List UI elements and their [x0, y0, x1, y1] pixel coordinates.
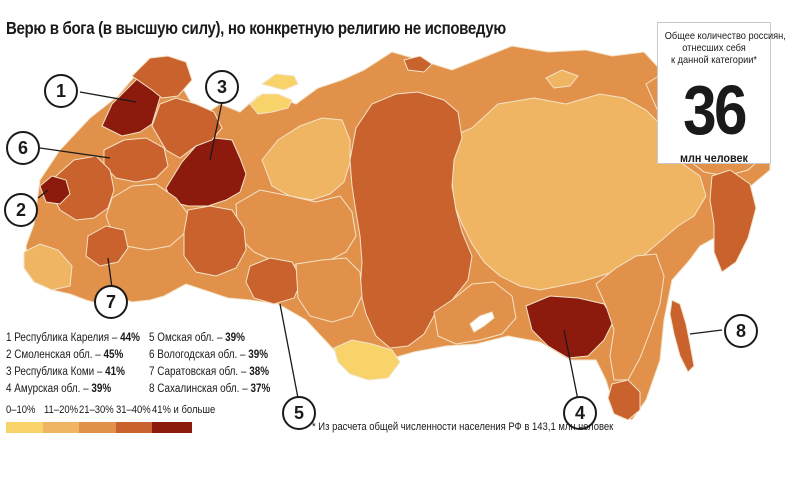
- footnote: * Из расчета общей численности населения…: [312, 421, 614, 433]
- marker-1: 1: [44, 74, 78, 108]
- region-south: [23, 243, 73, 291]
- scale-label-3: 21–30%: [79, 404, 114, 416]
- callout-unit: млн человек: [680, 151, 748, 165]
- region-central: [51, 155, 115, 221]
- scale-label-4: 31–40%: [116, 404, 151, 416]
- leader-line-8: [689, 329, 723, 335]
- callout-line-3: к данной категории*: [670, 54, 758, 66]
- region-urals: [183, 205, 247, 277]
- marker-5: 5: [282, 396, 316, 430]
- legend-item-4: 4 Амурская обл. – 39%: [6, 383, 112, 395]
- scale-swatch-2: [43, 422, 79, 433]
- marker-3: 3: [205, 70, 239, 104]
- marker-4: 4: [563, 396, 597, 430]
- region-khabarovsk: [595, 253, 665, 381]
- scale-swatch-4: [116, 422, 152, 433]
- marker-7: 7: [94, 285, 128, 319]
- leader-line-5: [279, 303, 299, 399]
- callout-line-2: отнесших себя: [682, 42, 746, 54]
- legend-item-1: 1 Республика Карелия – 44%: [6, 332, 140, 344]
- region-khmao: [235, 189, 357, 267]
- novaya-zemlya-north: [260, 73, 299, 91]
- scale-label-2: 11–20%: [44, 404, 79, 416]
- marker-8: 8: [724, 314, 758, 348]
- legend-item-7: 7 Саратовская обл. – 38%: [149, 366, 269, 378]
- leader-line-6: [39, 147, 111, 159]
- region-amur: [525, 295, 615, 359]
- leader-line-2: [37, 189, 49, 199]
- legend-item-2: 2 Смоленская обл. – 45%: [6, 349, 124, 361]
- marker-6: 6: [6, 131, 40, 165]
- region-altai: [333, 339, 401, 381]
- scale-swatch-5: [152, 422, 192, 433]
- lake-baikal: [469, 311, 495, 333]
- leader-line-3: [209, 101, 223, 161]
- severnaya-zemlya: [403, 55, 433, 73]
- leader-line-1: [79, 91, 137, 103]
- leader-line-4: [563, 329, 579, 401]
- region-primorye: [607, 379, 641, 421]
- leader-line-7: [107, 257, 113, 289]
- region-sakhalin: [669, 299, 695, 373]
- marker-2: 2: [4, 193, 38, 227]
- total-count-callout: Общее количество россиян, отнесших себя …: [657, 22, 786, 165]
- region-siberia-south: [295, 257, 363, 323]
- region-arkhangelsk: [151, 97, 223, 159]
- region-smolensk: [39, 175, 71, 205]
- callout-number: 36: [683, 71, 747, 149]
- map-title: Верю в бога (в высшую силу), но конкретн…: [6, 18, 506, 38]
- legend-item-3: 3 Республика Коми – 41%: [6, 366, 125, 378]
- scale-label-1: 0–10%: [6, 404, 36, 416]
- legend-item-6: 6 Вологодская обл. – 39%: [149, 349, 269, 361]
- region-saratov: [85, 225, 129, 267]
- scale-swatch-3: [79, 422, 116, 433]
- scale-swatch-1: [6, 422, 43, 433]
- legend-item-5: 5 Омская обл. – 39%: [149, 332, 245, 344]
- legend-item-8: 8 Сахалинская обл. – 37%: [149, 383, 271, 395]
- callout-line-1: Общее количество россиян,: [664, 30, 786, 42]
- new-siberian-islands: [545, 69, 579, 89]
- region-irkutsk: [433, 281, 517, 345]
- region-kamchatka: [709, 169, 757, 273]
- novaya-zemlya: [249, 93, 293, 115]
- region-omsk: [245, 257, 303, 305]
- region-yakutia: [445, 93, 707, 291]
- region-murmansk: [131, 55, 193, 99]
- callout-description: Общее количество россиян, отнесших себя …: [664, 30, 786, 66]
- scale-label-5: 41% и больше: [152, 404, 216, 416]
